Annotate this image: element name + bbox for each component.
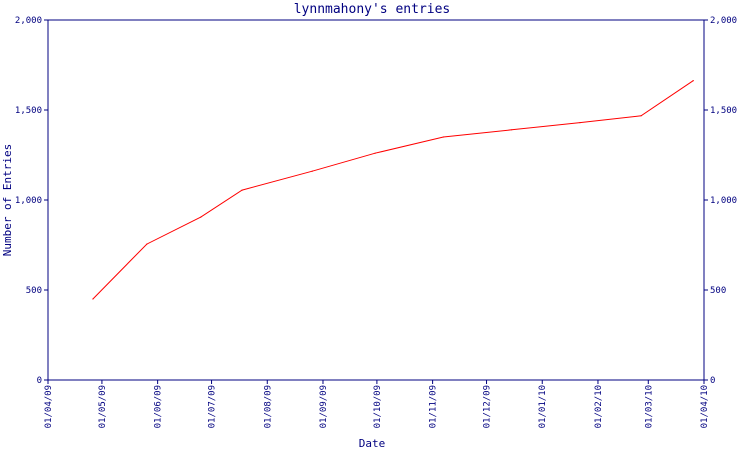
y-tick-label-left: 0 xyxy=(37,376,42,386)
plot-area-frame xyxy=(47,19,705,381)
data-point xyxy=(579,122,581,124)
y-axis-label: Number of Entries xyxy=(1,144,14,257)
x-tick-label: 01/10/09 xyxy=(373,385,383,428)
x-tick-label: 01/07/09 xyxy=(208,385,218,428)
y-tick-label-right: 1,500 xyxy=(710,106,737,116)
y-tick-label-left: 1,500 xyxy=(15,106,42,116)
series-line xyxy=(92,80,694,300)
x-tick-label: 01/11/09 xyxy=(429,385,439,428)
y-tick-label-right: 0 xyxy=(710,376,715,386)
x-tick-label: 01/08/09 xyxy=(263,385,273,428)
y-tick-label-left: 2,000 xyxy=(15,16,42,26)
x-axis-ticks: 01/04/09 01/05/09 01/06/09 01/07/09 01/08/09… xyxy=(44,380,710,428)
x-tick-label: 01/09/09 xyxy=(319,385,329,428)
x-tick-label: 01/05/09 xyxy=(98,385,108,428)
data-point xyxy=(692,80,694,82)
data-point xyxy=(311,170,313,172)
data-point xyxy=(511,129,513,131)
y-axis-ticks: 0 0 500 500 1,000 1,000 1,500 1,500 2,000 2,000 xyxy=(15,16,737,386)
x-tick-label: 01/06/09 xyxy=(154,385,164,428)
x-tick-label: 01/04/09 xyxy=(44,385,54,428)
x-tick-label: 01/01/10 xyxy=(538,385,548,428)
data-point xyxy=(200,216,202,218)
y-tick-label-right: 500 xyxy=(710,286,726,296)
x-axis-label: Date xyxy=(359,437,386,450)
x-tick-label: 01/04/10 xyxy=(700,385,710,428)
y-tick-label-right: 2,000 xyxy=(710,16,737,26)
data-point xyxy=(442,136,444,138)
data-point xyxy=(241,189,243,191)
data-point xyxy=(640,115,642,117)
data-point xyxy=(92,298,94,300)
data-point xyxy=(374,152,376,154)
y-tick-label-right: 1,000 xyxy=(710,196,737,206)
x-tick-label: 01/02/10 xyxy=(594,385,604,428)
x-tick-label: 01/03/10 xyxy=(644,385,654,428)
data-point xyxy=(146,243,148,245)
chart-title: lynnmahony's entries xyxy=(294,2,451,17)
x-tick-label: 01/12/09 xyxy=(483,385,493,428)
series-layer xyxy=(92,80,694,300)
y-tick-label-left: 1,000 xyxy=(15,196,42,206)
y-tick-label-left: 500 xyxy=(26,286,42,296)
